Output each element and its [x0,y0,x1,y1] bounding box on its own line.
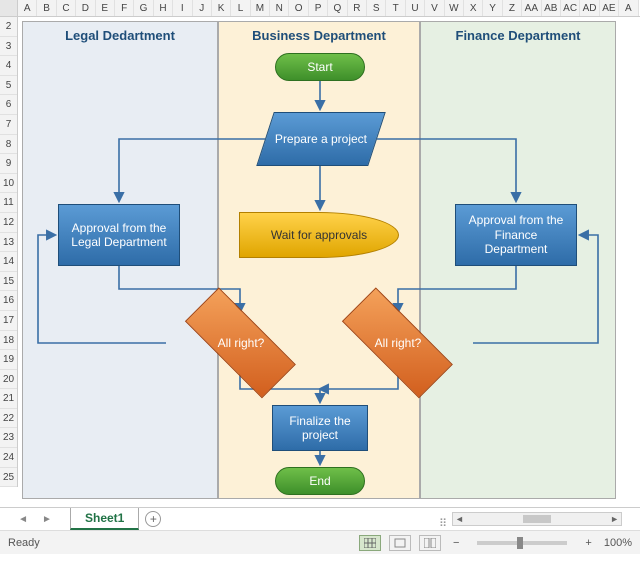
column-header[interactable]: W [445,0,464,16]
add-sheet-button[interactable]: + [145,511,161,527]
row-header[interactable]: 22 [0,409,17,429]
node-prepare[interactable]: Prepare a project [256,112,386,166]
zoom-slider[interactable] [477,541,567,545]
hscroll-left-icon[interactable]: ◄ [455,514,464,524]
column-header[interactable]: AC [561,0,580,16]
row-header[interactable]: 17 [0,311,17,331]
column-header[interactable]: G [134,0,153,16]
node-finalize[interactable]: Finalize the project [272,405,368,451]
column-header[interactable]: C [57,0,76,16]
node-end[interactable]: End [275,467,365,495]
grid-icon [364,538,376,548]
column-header[interactable]: M [251,0,270,16]
status-ready-label: Ready [8,537,40,549]
zoom-out-button[interactable]: − [449,537,463,549]
column-header[interactable]: V [425,0,444,16]
sheet-nav: ◄ ► [0,514,70,525]
column-header[interactable]: J [193,0,212,16]
worksheet-canvas: Legal Dedartment Business Department Fin… [18,17,621,507]
page-icon [394,538,406,548]
sheet-nav-next-icon[interactable]: ► [42,514,52,525]
row-header[interactable]: 23 [0,428,17,448]
row-header[interactable]: 3 [0,37,17,57]
sheet-tab-active[interactable]: Sheet1 [70,508,139,530]
row-header[interactable]: 18 [0,331,17,351]
row-header[interactable]: 11 [0,193,17,213]
column-header[interactable]: AD [580,0,599,16]
column-header[interactable]: R [348,0,367,16]
column-header[interactable]: L [231,0,250,16]
column-header[interactable]: N [270,0,289,16]
swimlane-business-title: Business Department [252,28,386,43]
row-header[interactable]: 21 [0,389,17,409]
row-header[interactable]: 2 [0,17,17,37]
row-header[interactable]: 10 [0,174,17,194]
row-header[interactable]: 25 [0,468,17,488]
node-decision-1[interactable]: All right? [163,309,319,377]
hscroll-right-icon[interactable]: ► [610,514,619,524]
column-header[interactable]: P [309,0,328,16]
sheet-tab-bar: ◄ ► Sheet1 + ⠿ ◄ ► [0,507,640,530]
column-header[interactable]: F [115,0,134,16]
column-header[interactable]: I [173,0,192,16]
row-header[interactable]: 16 [0,291,17,311]
sheet-nav-prev-icon[interactable]: ◄ [18,514,28,525]
node-start[interactable]: Start [275,53,365,81]
row-header[interactable]: 19 [0,350,17,370]
hscroll-thumb[interactable] [523,515,551,523]
pagebreak-icon [424,538,436,548]
column-header[interactable]: O [289,0,308,16]
column-header[interactable]: AE [600,0,619,16]
node-decision-2[interactable]: All right? [320,309,476,377]
column-header[interactable]: B [37,0,56,16]
row-header[interactable]: 14 [0,252,17,272]
column-header[interactable]: X [464,0,483,16]
zoom-in-button[interactable]: + [581,537,595,549]
horizontal-scrollbar[interactable]: ◄ ► [452,512,622,526]
column-header[interactable]: H [154,0,173,16]
view-page-layout-button[interactable] [389,535,411,551]
row-header[interactable]: 4 [0,56,17,76]
column-header[interactable]: T [386,0,405,16]
view-page-break-button[interactable] [419,535,441,551]
column-header[interactable]: AA [522,0,541,16]
view-normal-button[interactable] [359,535,381,551]
row-header[interactable]: 20 [0,370,17,390]
column-header[interactable]: AB [542,0,561,16]
column-header[interactable]: U [406,0,425,16]
row-header[interactable]: 6 [0,95,17,115]
corner-cell[interactable] [0,0,18,16]
column-header[interactable]: S [367,0,386,16]
row-header[interactable]: 5 [0,76,17,96]
column-header[interactable]: A [619,0,638,16]
column-header[interactable]: D [76,0,95,16]
tab-scroll-split-icon[interactable]: ⠿ [439,517,448,530]
column-header[interactable]: Z [503,0,522,16]
swimlane-finance-title: Finance Department [456,28,581,43]
column-header[interactable]: A [18,0,37,16]
zoom-slider-thumb[interactable] [517,537,523,549]
zoom-percent-label[interactable]: 100% [604,537,632,549]
column-header-row: ABCDEFGHIJKLMNOPQRSTUVWXYZAAABACADAEA [0,0,640,17]
row-header[interactable]: 13 [0,233,17,253]
row-header[interactable]: 9 [0,154,17,174]
row-header[interactable]: 24 [0,448,17,468]
row-header-column: 2345678910111213141516171819202122232425 [0,17,18,487]
node-finance-approval[interactable]: Approval from the Finance Department [455,204,577,266]
row-header[interactable]: 12 [0,213,17,233]
column-header[interactable]: Y [483,0,502,16]
row-header[interactable]: 15 [0,272,17,292]
row-header[interactable]: 8 [0,135,17,155]
column-header[interactable]: K [212,0,231,16]
status-bar: Ready − + 100% [0,530,640,554]
row-header[interactable]: 7 [0,115,17,135]
column-header[interactable]: Q [328,0,347,16]
swimlane-legal-title: Legal Dedartment [65,28,175,43]
node-legal-approval[interactable]: Approval from the Legal Department [58,204,180,266]
column-header[interactable]: E [96,0,115,16]
node-wait[interactable]: Wait for approvals [239,212,399,258]
